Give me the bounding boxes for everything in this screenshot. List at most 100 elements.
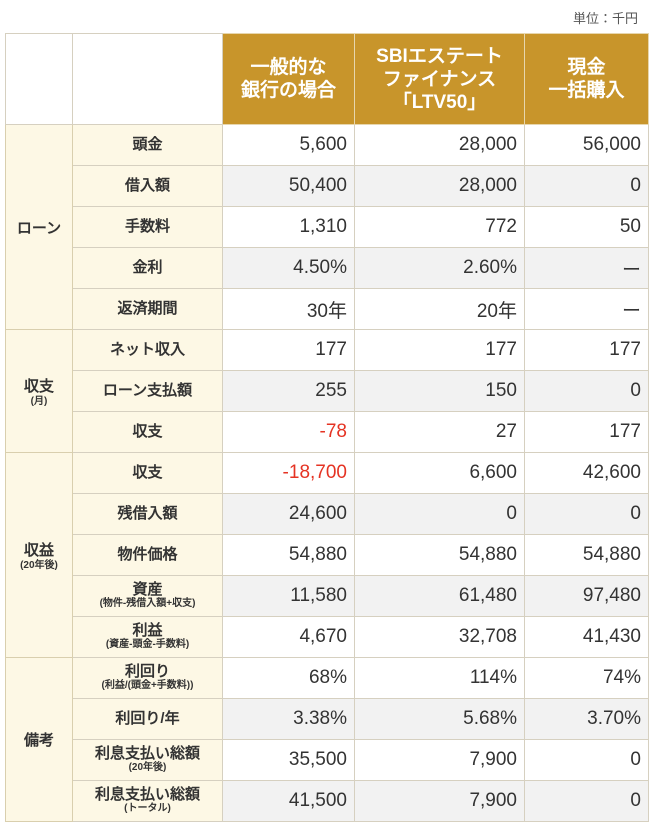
value-cell: 28,000 <box>354 124 525 166</box>
value-cell: 42,600 <box>524 452 649 494</box>
value-cell: 1,310 <box>222 206 355 248</box>
value-cell: 177 <box>524 329 649 371</box>
table-row: 物件価格 54,880 54,880 54,880 <box>6 534 649 576</box>
value-cell: 54,880 <box>222 534 355 576</box>
row-label-cell: 残借入額 <box>72 493 223 535</box>
row-label: 利回り <box>124 663 170 680</box>
value-cell: 0 <box>524 370 649 412</box>
unit-label: 単位：千円 <box>572 11 638 26</box>
value-cell: 20年 <box>354 288 525 330</box>
value-cell: 4,670 <box>222 616 355 658</box>
row-label-cell: 借入額 <box>72 165 223 207</box>
group-note: (月) <box>30 395 48 407</box>
value-cell: 24,600 <box>222 493 355 535</box>
value-cell: 35,500 <box>222 739 355 781</box>
value-cell: 5,600 <box>222 124 355 166</box>
row-label-cell: 利息支払い総額 (20年後) <box>72 739 223 781</box>
value-cell: 150 <box>354 370 525 412</box>
row-label: 利益 <box>132 622 163 639</box>
row-label: 頭金 <box>132 136 163 153</box>
value-cell: 97,480 <box>524 575 649 617</box>
row-label: 手数料 <box>124 218 170 235</box>
value-cell: 30年 <box>222 288 355 330</box>
row-label: 返済期間 <box>117 300 178 317</box>
value-cell: 3.38% <box>222 698 355 740</box>
value-cell: 177 <box>354 329 525 371</box>
row-label: 利息支払い総額 <box>94 745 200 762</box>
value-cell: 255 <box>222 370 355 412</box>
value-cell: 41,500 <box>222 780 355 822</box>
blank-cell <box>5 33 73 125</box>
row-label-cell: ネット収入 <box>72 329 223 371</box>
group-cell: ローン <box>5 124 73 330</box>
group-label: 収支 <box>23 377 54 395</box>
value-cell: 2.60% <box>354 247 525 289</box>
column-header: 現金 一括購入 <box>524 33 649 125</box>
table-body: ローン 頭金 5,600 28,000 56,000 借入額 50,400 28,000 0 手数… <box>5 124 649 822</box>
column-header-line: SBIエステート <box>376 45 503 67</box>
value-cell: 177 <box>524 411 649 453</box>
row-label-cell: 収支 <box>72 452 223 494</box>
row-label: 金利 <box>132 259 163 276</box>
row-label-cell: 返済期間 <box>72 288 223 330</box>
row-label: 物件価格 <box>117 546 178 563</box>
table-row: 収益 (20年後) 収支 -18,700 6,600 42,600 <box>5 452 649 658</box>
row-label: 収支 <box>132 423 163 440</box>
table-row: 利息支払い総額 (20年後) 35,500 7,900 0 <box>6 739 649 781</box>
table-row: 借入額 50,400 28,000 0 <box>6 165 649 207</box>
row-label: 残借入額 <box>117 505 178 522</box>
column-header: SBIエステート ファイナンス 「LTV50」 <box>354 33 525 125</box>
value-cell: 41,430 <box>524 616 649 658</box>
value-cell: 177 <box>222 329 355 371</box>
row-label-cell: 利息支払い総額 (トータル) <box>72 780 223 822</box>
table-row: 金利 4.50% 2.60% ー <box>6 247 649 289</box>
row-label-cell: 利回り/年 <box>72 698 223 740</box>
table-row: 利回り/年 3.38% 5.68% 3.70% <box>6 698 649 740</box>
blank-cell <box>72 33 223 125</box>
value-cell: 50 <box>524 206 649 248</box>
row-label-cell: 頭金 <box>72 124 223 166</box>
row-label-cell: 物件価格 <box>72 534 223 576</box>
row-label-cell: 手数料 <box>72 206 223 248</box>
group-cell: 備考 <box>5 657 73 822</box>
value-cell: 61,480 <box>354 575 525 617</box>
value-cell: 0 <box>354 493 525 535</box>
column-header: 一般的な 銀行の場合 <box>222 33 355 125</box>
value-cell: 114% <box>354 657 525 699</box>
value-cell: 5.68% <box>354 698 525 740</box>
value-cell: -78 <box>222 411 355 453</box>
row-note: (トータル) <box>124 803 171 814</box>
value-cell: 54,880 <box>354 534 525 576</box>
group-note: (20年後) <box>20 559 58 571</box>
table-row: 残借入額 24,600 0 0 <box>6 493 649 535</box>
header-row: 一般的な 銀行の場合 SBIエステート ファイナンス 「LTV50」 現金 一括購入 <box>5 33 649 125</box>
value-cell: 32,708 <box>354 616 525 658</box>
column-header-line: ファイナンス <box>382 68 497 90</box>
table-row: 収支 -78 27 177 <box>6 411 649 453</box>
group-cell: 収益 (20年後) <box>5 452 73 658</box>
table-row: 資産 (物件-残借入額+収支) 11,580 61,480 97,480 <box>6 575 649 617</box>
value-cell: 7,900 <box>354 780 525 822</box>
table-row: 収支 (月) ネット収入 177 177 177 <box>5 329 649 453</box>
group-label: 収益 <box>23 541 54 559</box>
row-label: ローン支払額 <box>102 382 193 399</box>
table-header: 一般的な 銀行の場合 SBIエステート ファイナンス 「LTV50」 現金 一括購入 <box>5 33 649 125</box>
row-label-cell: 利益 (資産-頭金-手数料) <box>72 616 223 658</box>
column-header-line: 「LTV50」 <box>392 91 487 113</box>
group-cell: 収支 (月) <box>5 329 73 453</box>
value-cell: 7,900 <box>354 739 525 781</box>
row-label-cell: ローン支払額 <box>72 370 223 412</box>
group-label: ローン <box>16 219 62 237</box>
value-cell: 0 <box>524 165 649 207</box>
value-cell: 6,600 <box>354 452 525 494</box>
column-header-line: 一般的な <box>250 57 327 78</box>
row-label: 利回り/年 <box>115 710 180 727</box>
value-cell: 0 <box>524 780 649 822</box>
column-header-line: 一括購入 <box>548 80 625 101</box>
value-cell: ー <box>524 247 649 289</box>
table-row: 手数料 1,310 772 50 <box>6 206 649 248</box>
value-cell: 772 <box>354 206 525 248</box>
value-cell: 68% <box>222 657 355 699</box>
